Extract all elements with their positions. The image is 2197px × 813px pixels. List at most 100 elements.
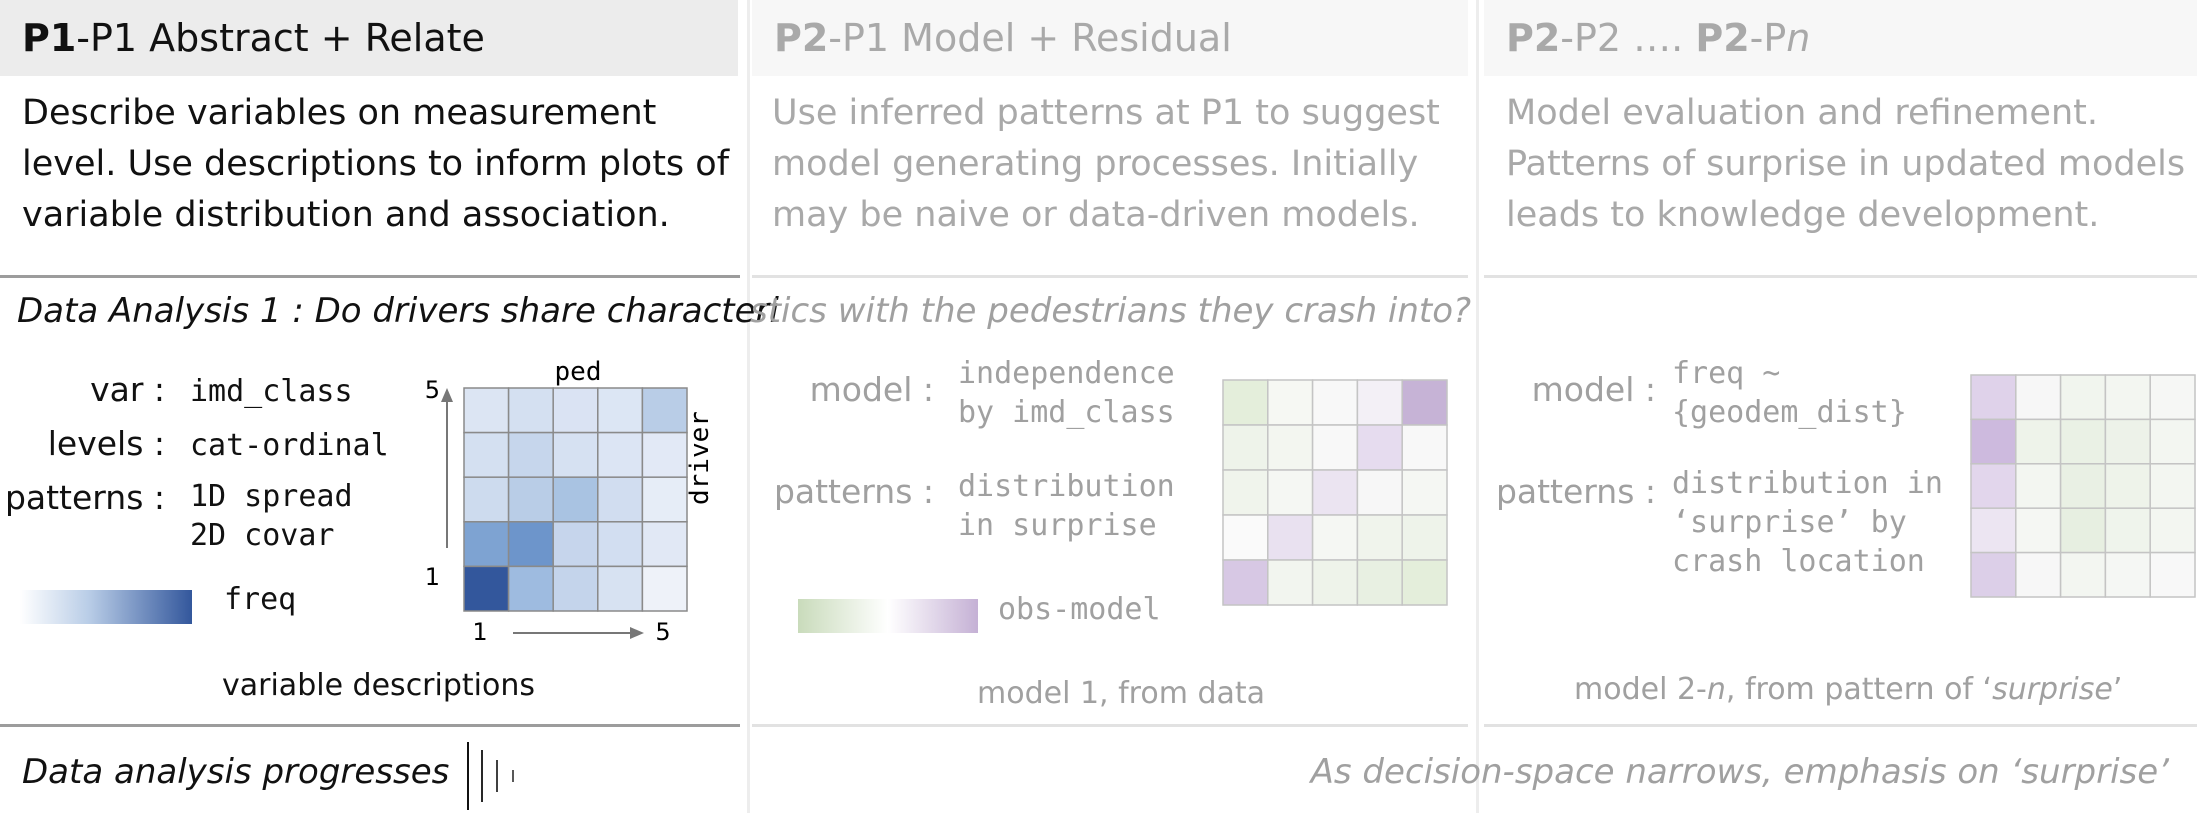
patterns-value-1: distribution in — [1672, 466, 1943, 501]
heatmap-cell — [2149, 418, 2196, 465]
caption-text: , from pattern of ‘ — [1725, 672, 1993, 707]
heatmap-cell — [2015, 463, 2062, 509]
description-line: may be naive or data-driven models. — [772, 195, 1420, 235]
levels-label: levels : — [47, 424, 165, 463]
heatmap-cell — [2149, 463, 2196, 509]
heatmap-cell — [1401, 559, 1448, 606]
heatmap-cell — [507, 387, 554, 434]
heatmap-cell — [1401, 424, 1448, 471]
divider — [1484, 275, 2197, 278]
var-value: imd_class — [190, 374, 353, 409]
heatmap-cell — [463, 387, 510, 434]
column-header-p1: P1-P1 Abstract + Relate — [0, 0, 738, 76]
heatmap-cell — [1222, 424, 1269, 471]
heatmap-cell — [1970, 551, 2017, 598]
model-value-1: freq ~ — [1672, 356, 1781, 391]
patterns-value-2: ‘surprise’ by — [1672, 505, 1907, 540]
heatmap-cell — [1311, 379, 1359, 426]
freq-legend-bar — [20, 590, 192, 624]
patterns-value-3: crash location — [1672, 544, 1925, 579]
phase-code: P2 — [774, 16, 829, 60]
heatmap-cell — [1401, 379, 1448, 426]
heatmap-cell — [2149, 374, 2196, 421]
panel1-caption: variable descriptions — [222, 668, 535, 703]
divider — [752, 724, 1468, 727]
heatmap-cell — [2015, 507, 2062, 554]
model-value-2: {geodem_dist} — [1672, 395, 1907, 430]
freq-legend-label: freq — [224, 582, 297, 617]
heatmap-cell — [597, 431, 644, 478]
column-header-p2n: P2-P2 …. P2-Pn — [1484, 0, 2197, 76]
description-line: leads to knowledge development. — [1506, 195, 2100, 235]
divider — [752, 275, 1468, 278]
x-axis-arrowhead — [630, 627, 644, 639]
caption-text: model 2- — [1574, 672, 1707, 707]
heatmap-cell — [1970, 507, 2017, 554]
heatmap-cell — [1401, 514, 1448, 561]
column-header-p2: P2-P1 Model + Residual — [752, 0, 1468, 76]
description-line: model generating processes. Initially — [772, 144, 1419, 184]
phase-title-n: n — [1786, 16, 1811, 60]
tick-y-min: 1 — [425, 563, 440, 591]
tick-x-min: 1 — [472, 618, 487, 646]
heatmap-cell — [2104, 507, 2151, 554]
heatmap-cell — [597, 387, 644, 434]
description-line: level. Use descriptions to inform plots … — [22, 144, 730, 184]
heatmap-cell — [463, 565, 510, 612]
heatmap-cell — [641, 476, 688, 523]
x-axis-label: ped — [555, 357, 602, 387]
heatmap-cells — [1222, 379, 1448, 606]
caption-surprise: surprise — [1992, 672, 2113, 707]
column-description-p2n: Model evaluation and refinement. Pattern… — [1506, 88, 2185, 241]
footer-left-text: Data analysis progresses — [22, 752, 450, 792]
phase-title: -P — [1749, 16, 1787, 60]
heatmap-cell — [1222, 559, 1269, 606]
heatmap-cell — [2104, 418, 2151, 465]
levels-value: cat-ordinal — [190, 428, 389, 463]
heatmap-cell — [1356, 379, 1403, 426]
heatmap-cell — [552, 565, 599, 612]
heatmap-cell — [2059, 418, 2107, 465]
heatmap-cell — [1970, 374, 2017, 421]
phase-code: P2 — [1695, 16, 1750, 60]
phase-title: -P2 …. — [1560, 16, 1696, 60]
heatmap-cell — [1267, 469, 1314, 516]
heatmap-cell — [1970, 463, 2017, 509]
heatmap-cell — [1401, 469, 1448, 516]
heatmap-cell — [1970, 418, 2017, 465]
heatmap-cell — [552, 387, 599, 434]
divider — [0, 724, 740, 727]
caption-n: n — [1706, 672, 1726, 707]
panel2-caption: model 1, from data — [977, 676, 1266, 711]
var-label: var : — [90, 370, 165, 409]
heatmap-cell — [1311, 514, 1359, 561]
heatmap-cell — [2015, 551, 2062, 598]
heatmap-cell — [463, 521, 510, 568]
description-line: Patterns of surprise in updated models — [1506, 144, 2186, 184]
heatmap-cell — [507, 565, 554, 612]
heatmap-cell — [1222, 469, 1269, 516]
patterns-label: patterns : — [773, 472, 934, 511]
patterns-label: patterns : — [4, 478, 165, 517]
model2n-residual-heatmap — [1970, 374, 2196, 598]
description-line: Use inferred patterns at P1 to suggest — [772, 93, 1440, 133]
model-value-1: independence — [958, 356, 1175, 391]
footer-right-text: As decision-space narrows, emphasis on ‘… — [1310, 752, 2169, 792]
phase-code: P1 — [22, 16, 77, 60]
tick-y-max: 5 — [425, 376, 440, 404]
description-line: variable distribution and association. — [22, 195, 670, 235]
heatmap-cell — [2104, 551, 2151, 598]
obs-model-legend-bar — [798, 599, 978, 633]
model-label: model : — [809, 370, 934, 409]
divider — [0, 275, 740, 278]
patterns-value-2: 2D covar — [190, 518, 335, 553]
heatmap-cell — [507, 431, 554, 478]
heatmap-cell — [2059, 374, 2107, 421]
heatmap-cell — [597, 565, 644, 612]
heatmap-cell — [2149, 551, 2196, 598]
patterns-value-2: in surprise — [958, 508, 1157, 543]
heatmap-cell — [2149, 507, 2196, 554]
heatmap-cell — [2015, 374, 2062, 421]
heatmap-cell — [507, 521, 554, 568]
heatmap-cell — [2059, 507, 2107, 554]
